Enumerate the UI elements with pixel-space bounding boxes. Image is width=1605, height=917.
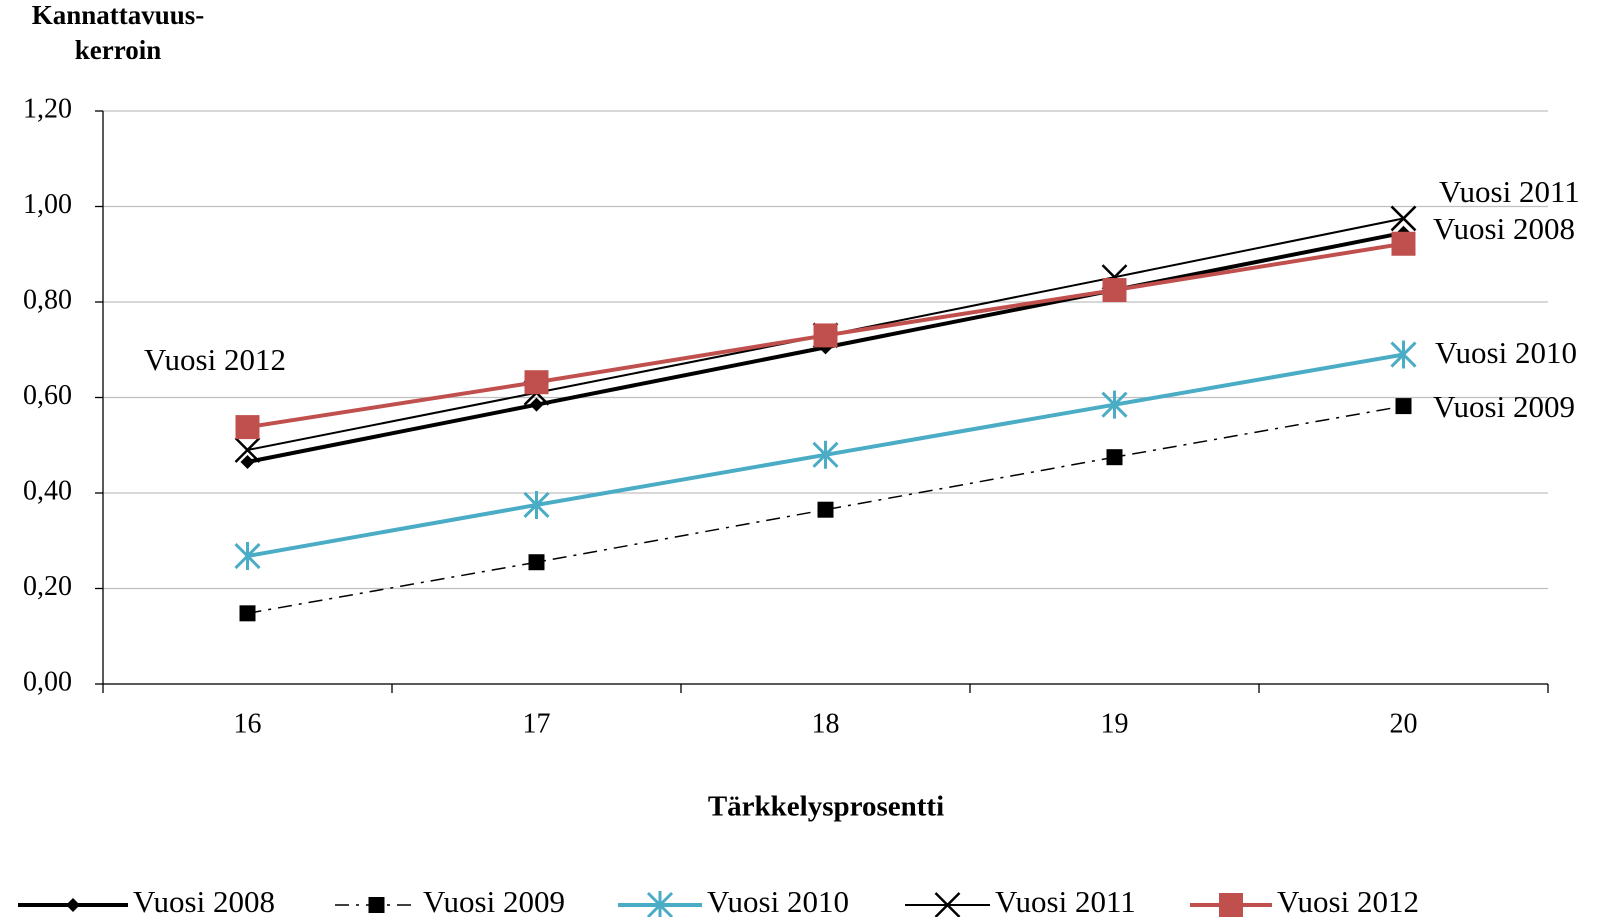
legend-label: Vuosi 2012 <box>1277 884 1419 917</box>
marker <box>529 397 544 412</box>
x-axis-title: Tärkkelysprosentti <box>708 791 944 823</box>
y-tick-label: 1,20 <box>23 93 72 124</box>
marker <box>934 892 961 917</box>
marker <box>234 437 261 463</box>
marker <box>1390 340 1417 369</box>
marker <box>239 605 256 622</box>
marker <box>1391 231 1416 256</box>
marker <box>1102 278 1127 303</box>
marker <box>1390 205 1417 232</box>
x-tick-label: 16 <box>234 708 262 739</box>
y-axis-title: kerroin <box>75 35 162 65</box>
legend-label: Vuosi 2010 <box>707 884 849 917</box>
x-tick-label: 17 <box>523 708 551 739</box>
annotation: Vuosi 2008 <box>1433 211 1575 246</box>
marker <box>368 897 385 913</box>
marker <box>1106 449 1123 466</box>
annotation: Vuosi 2011 <box>1439 174 1580 209</box>
legend-label: Vuosi 2011 <box>995 884 1136 917</box>
y-tick-label: 0,40 <box>23 475 72 506</box>
marker <box>1219 893 1243 917</box>
marker <box>523 490 550 519</box>
marker <box>813 323 838 348</box>
marker <box>817 501 834 518</box>
marker <box>1101 390 1128 419</box>
marker <box>524 370 549 395</box>
y-tick-label: 0,80 <box>23 284 72 315</box>
marker <box>812 440 839 469</box>
marker <box>66 898 80 912</box>
y-tick-label: 0,60 <box>23 380 72 411</box>
y-tick-label: 1,00 <box>23 189 72 220</box>
marker <box>528 554 545 571</box>
x-tick-label: 20 <box>1390 708 1418 739</box>
annotation: Vuosi 2010 <box>1435 335 1577 370</box>
y-tick-label: 0,00 <box>23 666 72 697</box>
y-axis-title: Kannattavuus- <box>32 0 205 30</box>
annotation: Vuosi 2012 <box>144 342 286 377</box>
series-line <box>247 405 1404 615</box>
y-tick-label: 0,20 <box>23 571 72 602</box>
marker <box>234 542 261 571</box>
marker <box>1395 398 1412 415</box>
marker <box>240 454 255 469</box>
legend-label: Vuosi 2008 <box>133 884 275 917</box>
annotation: Vuosi 2009 <box>1433 389 1575 424</box>
x-tick-label: 19 <box>1101 708 1129 739</box>
legend-label: Vuosi 2009 <box>423 884 565 917</box>
marker <box>235 415 260 440</box>
x-tick-label: 18 <box>812 708 840 739</box>
marker <box>646 891 674 917</box>
